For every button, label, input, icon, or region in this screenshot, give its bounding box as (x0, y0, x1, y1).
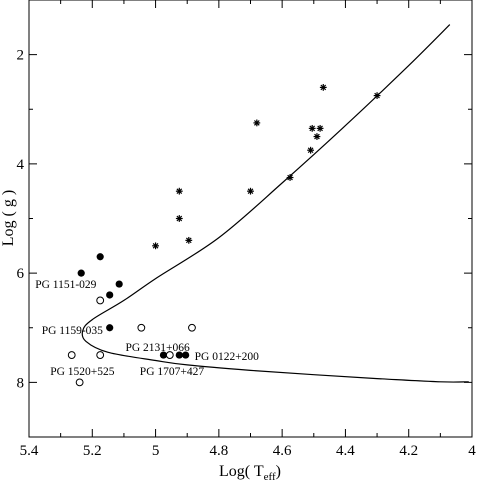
y-axis-title: Log ( g ) (0, 190, 17, 246)
annotation-label: PG 1159-035 (42, 325, 103, 337)
x-tick-label: 5 (152, 443, 160, 459)
open-circle-point (137, 323, 146, 332)
asterisk-point (152, 242, 159, 250)
model-curve (81, 24, 469, 383)
asterisk-point (319, 84, 327, 91)
data-points (67, 84, 381, 387)
x-tick-label: 4.6 (273, 443, 292, 459)
x-tick-label: 4.4 (336, 443, 355, 459)
open-circle-point (165, 351, 174, 359)
open-circle-point (96, 351, 105, 359)
annotation-label: PG 1151-029 (35, 279, 96, 291)
asterisk-point (175, 187, 183, 195)
annotation-label: PG 1520+525 (50, 366, 115, 378)
x-axis-title: Log( Teff) (219, 463, 281, 483)
annotation-label: PG 0122+200 (195, 351, 260, 363)
filled-circle-point (115, 280, 123, 288)
asterisk-point (253, 119, 261, 127)
filled-circle-point (77, 269, 85, 277)
annotation-label: PG 1707+427 (140, 366, 205, 378)
filled-circle-point (182, 351, 190, 359)
filled-circle-point (159, 351, 168, 359)
annotation-label: PG 2131+066 (125, 342, 190, 354)
x-tick-label: 5.4 (20, 443, 39, 459)
asterisk-point (185, 236, 193, 244)
open-circle-point (188, 323, 196, 332)
open-circle-point (75, 378, 84, 387)
asterisk-point (313, 133, 321, 140)
asterisk-point (307, 146, 315, 154)
asterisk-point (316, 124, 324, 132)
x-tick-label: 4.8 (209, 443, 228, 459)
filled-circle-point (106, 291, 114, 299)
x-tick-label: 4.2 (399, 443, 418, 459)
y-tick-label: 4 (17, 157, 25, 173)
y-tick-label: 8 (17, 375, 25, 391)
asterisk-point (247, 187, 254, 195)
asterisk-point (286, 174, 294, 181)
x-tick-label: 5.2 (83, 443, 102, 459)
asterisk-point (373, 92, 381, 99)
filled-circle-point (175, 351, 183, 359)
open-circle-point (67, 351, 76, 359)
asterisk-point (308, 124, 316, 132)
filled-circle-point (96, 253, 104, 261)
y-tick-label: 2 (17, 48, 25, 64)
point-annotations: PG 1151-029 PG 1159-035 PG 2131+066 PG 0122… (35, 279, 259, 378)
asterisk-point (175, 215, 183, 222)
open-circle-point (96, 296, 105, 305)
axis-tick-labels: 5.4 5.2 5 4.8 4.6 4.4 4.2 4 2 4 6 8 (17, 48, 477, 459)
filled-circle-point (106, 324, 114, 332)
x-tick-label: 4 (468, 443, 476, 459)
y-tick-label: 6 (17, 266, 25, 282)
